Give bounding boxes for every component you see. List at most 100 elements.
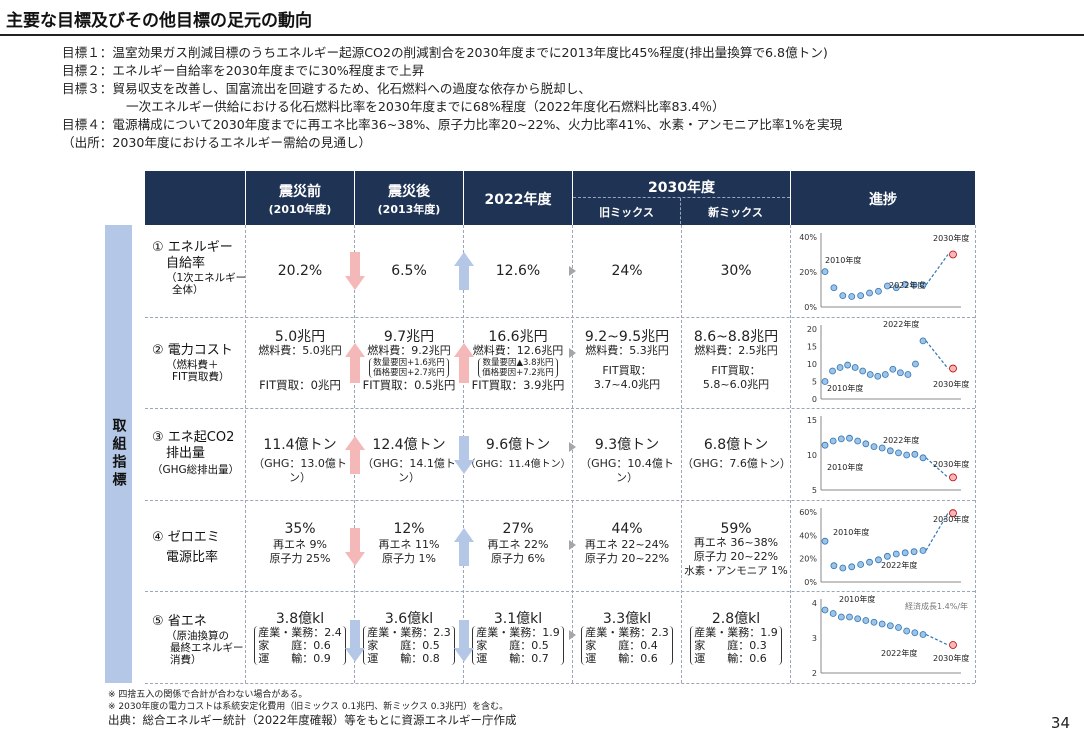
data-point bbox=[892, 550, 900, 558]
chart-annotation: 2010年度 bbox=[833, 527, 869, 537]
footnote-2: ※ 2030年度の電力コストは系統安定化費用（旧ミックス 0.1兆円、新ミックス… bbox=[108, 702, 509, 712]
data-point bbox=[821, 537, 829, 545]
y-tick-label: 2 bbox=[812, 669, 817, 678]
arrow-up-icon bbox=[454, 252, 474, 290]
triangle-right-icon bbox=[569, 348, 576, 358]
grid-v bbox=[790, 225, 791, 683]
row-label-zero-emission: ④ ゼロエミ 電源比率 bbox=[152, 530, 220, 565]
data-point bbox=[851, 364, 859, 371]
data-point bbox=[875, 556, 882, 564]
header-old-mix: 旧ミックス bbox=[573, 198, 681, 224]
chart-annotation: 2030年度 bbox=[933, 379, 969, 389]
goal-3-cont: 一次エネルギー供給における化石燃料比率を2030年度までに68%程度（2022年… bbox=[126, 99, 725, 114]
target-point bbox=[949, 641, 957, 649]
data-point bbox=[892, 284, 900, 292]
header-pre-sub: (2010年度) bbox=[268, 203, 332, 216]
page-number: 34 bbox=[1050, 714, 1070, 732]
header-2030: 2030年度 旧ミックス 新ミックス bbox=[573, 171, 790, 225]
data-point bbox=[839, 292, 847, 300]
grid-h bbox=[145, 591, 975, 592]
r4-old: 44% 再エネ 22~24% 原子力 20~22% bbox=[584, 521, 670, 565]
data-point bbox=[839, 564, 847, 572]
r2-old: 9.2~9.5兆円 燃料費：5.3兆円 FIT買取： 3.7~4.0兆円 bbox=[584, 329, 670, 391]
goal-4: 目標４：電源構成について2030年度までに再エネ比率36~38%、原子力比率20… bbox=[62, 117, 843, 132]
header-blank bbox=[145, 171, 245, 225]
r3-2022: 9.6億トン （GHG：11.4億トン） bbox=[465, 437, 571, 470]
data-point bbox=[910, 281, 918, 289]
r1-new: 30% bbox=[720, 263, 752, 279]
y-tick-label: 40% bbox=[799, 531, 817, 540]
r5-new: 2.8億kl 産業・業務：1.9 家 庭：0.3 運 輸：0.6 bbox=[682, 612, 790, 665]
arrow-down-icon bbox=[454, 620, 474, 662]
r5-old: 3.3億kl 産業・業務：2.3 家 庭：0.4 運 輸：0.6 bbox=[573, 612, 681, 665]
data-point bbox=[821, 378, 829, 385]
data-point bbox=[859, 367, 867, 375]
y-tick-label: 15 bbox=[807, 416, 817, 425]
page-title: 主要な目標及びその他目標の足元の動向 bbox=[6, 11, 312, 31]
data-point bbox=[878, 444, 886, 452]
y-tick-label: 5 bbox=[812, 378, 817, 387]
y-tick-label: 3 bbox=[812, 634, 817, 643]
data-point bbox=[874, 372, 882, 380]
progress-chart-self-sufficiency: 0% 20% 40% 2010年度 2022年度 2030年度 bbox=[799, 233, 969, 312]
data-point bbox=[848, 293, 856, 300]
progress-chart-power-cost: 0 5 10 15 20 2022年度 2010年度 2030年度 bbox=[807, 319, 970, 404]
data-point bbox=[919, 547, 927, 554]
chart-annotation: 2030年度 bbox=[933, 459, 969, 469]
data-point bbox=[870, 443, 878, 450]
data-point bbox=[862, 617, 870, 624]
chart-annotation: 2030年度 bbox=[933, 233, 969, 243]
trend-line bbox=[925, 633, 949, 646]
data-point bbox=[830, 284, 838, 292]
target-point bbox=[949, 473, 957, 482]
grid-v bbox=[681, 225, 682, 683]
y-tick-label: 20 bbox=[807, 325, 817, 334]
row-label-co2: ③ エネ起CO2 排出量 （GHG総排出量） bbox=[152, 430, 240, 476]
data-point bbox=[919, 631, 927, 638]
row-label-self-sufficiency: ① エネルギー 自給率 （1次エネルギー 全体） bbox=[152, 240, 247, 296]
r3-post: 12.4億トン （GHG：14.1億トン） bbox=[362, 437, 456, 484]
y-tick-label: 20% bbox=[799, 555, 817, 564]
y-tick-label: 0 bbox=[812, 395, 817, 404]
y-tick-label: 10 bbox=[807, 451, 817, 460]
chart-annotation: 2010年度 bbox=[827, 383, 863, 393]
data-point bbox=[862, 440, 870, 448]
data-point bbox=[895, 449, 902, 457]
data-point bbox=[903, 627, 911, 635]
r1-2022: 12.6% bbox=[495, 263, 541, 279]
data-point bbox=[829, 610, 837, 617]
data-point bbox=[883, 552, 891, 560]
y-tick-label: 5 bbox=[812, 486, 817, 495]
triangle-right-icon bbox=[569, 442, 576, 452]
r3-pre: 11.4億トン （GHG：13.0億トン） bbox=[253, 437, 347, 484]
data-point bbox=[901, 280, 909, 288]
r4-post: 12% 再エネ 11% 原子力 1% bbox=[378, 521, 440, 565]
y-tick-label: 4 bbox=[812, 599, 817, 608]
data-point bbox=[875, 287, 882, 295]
data-point bbox=[886, 447, 894, 455]
triangle-right-icon bbox=[569, 266, 576, 276]
data-point bbox=[846, 613, 853, 621]
chart-annotation: 2022年度 bbox=[883, 319, 919, 329]
data-point bbox=[883, 282, 891, 290]
data-point bbox=[903, 451, 911, 459]
data-point bbox=[857, 292, 865, 300]
data-point bbox=[886, 622, 894, 630]
chart-annotation: 2022年度 bbox=[881, 648, 917, 658]
data-point bbox=[821, 606, 829, 614]
chart-annotation: 2022年度 bbox=[881, 560, 917, 570]
title-divider bbox=[0, 34, 1084, 36]
target-point bbox=[949, 509, 957, 518]
y-tick-label: 0% bbox=[804, 303, 817, 312]
source-note: 出典：総合エネルギー統計（2022年度確報）等をもとに資源エネルギー庁作成 bbox=[108, 713, 517, 727]
header-2022-label: 2022年度 bbox=[484, 192, 552, 208]
header-progress: 進捗 bbox=[791, 171, 975, 225]
chart-annotation: 2010年度 bbox=[839, 594, 875, 604]
target-point bbox=[949, 364, 957, 373]
r5-pre: 3.8億kl 産業・業務：2.4 家 庭：0.6 運 輸：0.9 bbox=[246, 612, 354, 665]
arrow-up-icon bbox=[454, 343, 474, 383]
trend-line bbox=[925, 340, 949, 369]
data-point bbox=[866, 371, 874, 378]
chart-annotation: 2022年度 bbox=[883, 435, 919, 445]
